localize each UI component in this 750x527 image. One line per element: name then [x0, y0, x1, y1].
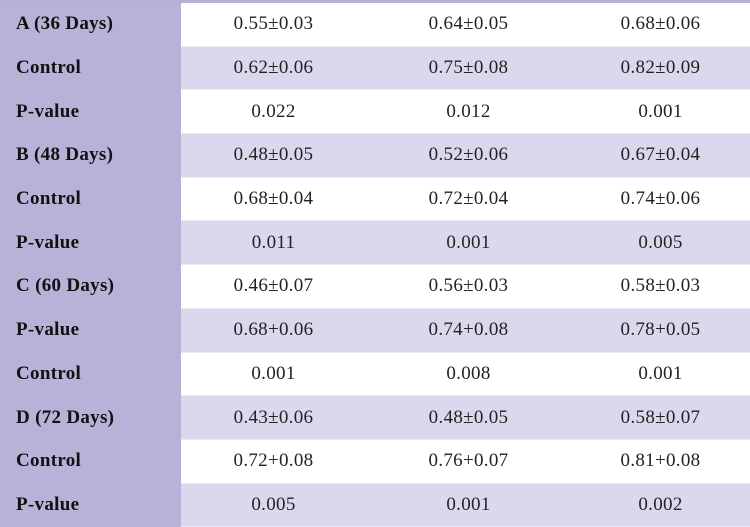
- table-row: P-value 0.022 0.012 0.001: [0, 90, 750, 135]
- table-cell: 0.52±0.06: [366, 134, 571, 177]
- table-row: C (60 Days) 0.46±0.07 0.56±0.03 0.58±0.03: [0, 265, 750, 309]
- table-cell: 0.58±0.03: [571, 265, 750, 308]
- table-top-border: [0, 0, 750, 3]
- table-cell: 0.62±0.06: [181, 46, 366, 90]
- row-label: B (48 Days): [0, 134, 181, 178]
- table-row: Control 0.68±0.04 0.72±0.04 0.74±0.06: [0, 177, 750, 222]
- table-cell: 0.46±0.07: [181, 265, 366, 308]
- row-label: Control: [0, 352, 181, 397]
- row-label: P-value: [0, 221, 181, 266]
- row-label: P-value: [0, 308, 181, 353]
- table-cell: 0.001: [571, 90, 750, 134]
- table-cell: 0.68±0.04: [181, 177, 366, 221]
- table-cell: 0.005: [181, 483, 366, 527]
- table-cell: 0.74+0.08: [366, 308, 571, 352]
- table-cell: 0.58±0.07: [571, 396, 750, 439]
- results-table: A (36 Days) 0.55±0.03 0.64±0.05 0.68±0.06 Co…: [0, 3, 750, 527]
- table-cell: 0.55±0.03: [181, 3, 366, 46]
- table-row: Control 0.72+0.08 0.76+0.07 0.81+0.08: [0, 439, 750, 484]
- row-label: Control: [0, 46, 181, 91]
- table-cell: 0.72±0.04: [366, 177, 571, 221]
- row-label: D (72 Days): [0, 396, 181, 440]
- table-cell: 0.011: [181, 221, 366, 265]
- table-cell: 0.001: [366, 221, 571, 265]
- table-cell: 0.72+0.08: [181, 439, 366, 483]
- table-cell: 0.68+0.06: [181, 308, 366, 352]
- table-cell: 0.81+0.08: [571, 439, 750, 483]
- table-cell: 0.008: [366, 352, 571, 396]
- table-cell: 0.56±0.03: [366, 265, 571, 308]
- table-cell: 0.82±0.09: [571, 46, 750, 90]
- table-row: P-value 0.011 0.001 0.005: [0, 221, 750, 266]
- table-cell: 0.48±0.05: [181, 134, 366, 177]
- row-label: C (60 Days): [0, 265, 181, 309]
- table-cell: 0.001: [571, 352, 750, 396]
- row-label: A (36 Days): [0, 3, 181, 47]
- table-row: D (72 Days) 0.43±0.06 0.48±0.05 0.58±0.07: [0, 396, 750, 440]
- table-row: B (48 Days) 0.48±0.05 0.52±0.06 0.67±0.04: [0, 134, 750, 178]
- table-cell: 0.64±0.05: [366, 3, 571, 46]
- row-label: Control: [0, 439, 181, 484]
- table-row: Control 0.001 0.008 0.001: [0, 352, 750, 397]
- row-label: Control: [0, 177, 181, 222]
- table-cell: 0.001: [181, 352, 366, 396]
- table-row: P-value 0.005 0.001 0.002: [0, 483, 750, 527]
- row-label: P-value: [0, 90, 181, 135]
- table-cell: 0.001: [366, 483, 571, 527]
- table-cell: 0.67±0.04: [571, 134, 750, 177]
- table-cell: 0.005: [571, 221, 750, 265]
- table-cell: 0.48±0.05: [366, 396, 571, 439]
- table-cell: 0.012: [366, 90, 571, 134]
- row-label: P-value: [0, 483, 181, 527]
- table-cell: 0.76+0.07: [366, 439, 571, 483]
- table-cell: 0.022: [181, 90, 366, 134]
- table-cell: 0.68±0.06: [571, 3, 750, 46]
- table-cell: 0.43±0.06: [181, 396, 366, 439]
- table-cell: 0.78+0.05: [571, 308, 750, 352]
- table-row: Control 0.62±0.06 0.75±0.08 0.82±0.09: [0, 46, 750, 91]
- table-cell: 0.74±0.06: [571, 177, 750, 221]
- table-row: P-value 0.68+0.06 0.74+0.08 0.78+0.05: [0, 308, 750, 353]
- table-cell: 0.75±0.08: [366, 46, 571, 90]
- table-row: A (36 Days) 0.55±0.03 0.64±0.05 0.68±0.06: [0, 3, 750, 47]
- table-cell: 0.002: [571, 483, 750, 527]
